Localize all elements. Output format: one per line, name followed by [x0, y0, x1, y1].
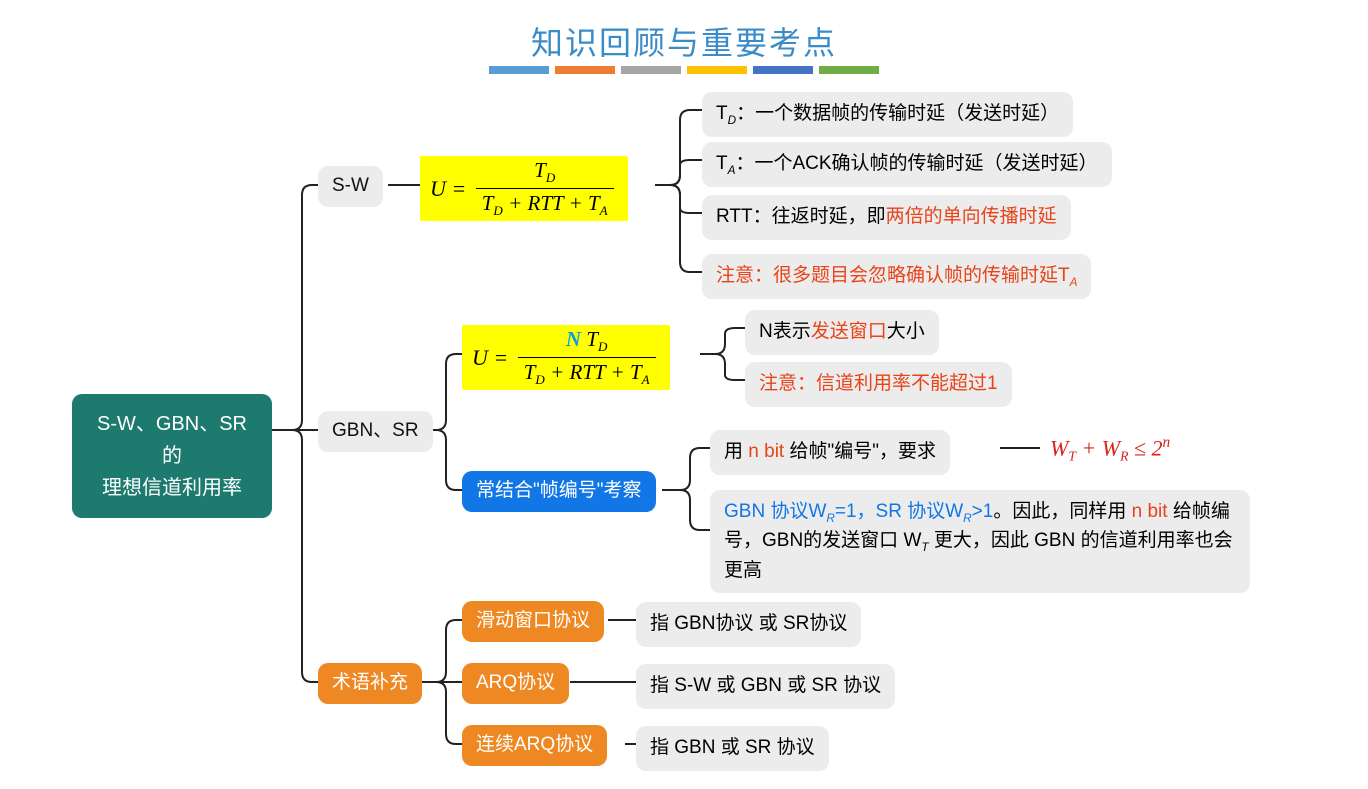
node-sw-label: S-W: [332, 172, 369, 201]
info-explain: GBN 协议WR=1，SR 协议WR>1。因此，同样用 n bit 给帧编号，G…: [710, 490, 1250, 593]
page-title: 知识回顾与重要考点: [0, 18, 1368, 64]
info-rtt-plain: RTT：往返时延，即: [716, 206, 886, 227]
info-arq: 指 S-W 或 GBN 或 SR 协议: [636, 664, 895, 709]
bar-5: [753, 66, 813, 74]
bar-1: [489, 66, 549, 74]
node-frame-label: 常结合"帧编号"考察: [476, 477, 642, 506]
node-gbnsr: GBN、SR: [318, 411, 433, 452]
bar-3: [621, 66, 681, 74]
exp-t1: 。因此，同样用: [993, 501, 1131, 522]
info-carq-text: 指 GBN 或 SR 协议: [650, 737, 815, 758]
node-sliding-label: 滑动窗口协议: [476, 607, 590, 636]
bar-4: [687, 66, 747, 74]
node-gbnsr-label: GBN、SR: [332, 417, 419, 446]
bar-2: [555, 66, 615, 74]
info-sw-note: 注意：很多题目会忽略确认帧的传输时延TA: [702, 254, 1091, 299]
node-arq: ARQ协议: [462, 663, 569, 704]
node-sliding: 滑动窗口协议: [462, 601, 604, 642]
root-node: S-W、GBN、SR 的 理想信道利用率: [72, 394, 272, 518]
info-n-t1: N表示: [759, 321, 811, 342]
info-sliding: 指 GBN协议 或 SR协议: [636, 602, 861, 647]
info-n-red: 发送窗口: [811, 321, 887, 342]
info-arq-text: 指 S-W 或 GBN 或 SR 协议: [650, 675, 881, 696]
info-frame-req: 用 n bit 给帧"编号"，要求: [710, 430, 950, 475]
node-terms: 术语补充: [318, 663, 422, 704]
formula-gbnsr: U = N TD TD + RTT + TA: [462, 325, 670, 390]
info-td: TD：一个数据帧的传输时延（发送时延）: [702, 92, 1073, 137]
title-text: 知识回顾与重要考点: [531, 25, 837, 61]
info-sliding-text: 指 GBN协议 或 SR协议: [650, 613, 847, 634]
req-t1: 用: [724, 441, 748, 462]
node-carq-label: 连续ARQ协议: [476, 731, 593, 760]
info-n-t2: 大小: [887, 321, 925, 342]
exp-red: n bit: [1132, 501, 1168, 522]
info-rtt: RTT：往返时延，即两倍的单向传播时延: [702, 195, 1071, 240]
inequality: WT + WR ≤ 2n: [1050, 434, 1170, 465]
info-sw-note-text: 注意：很多题目会忽略确认帧的传输时延T: [716, 265, 1070, 286]
info-carq: 指 GBN 或 SR 协议: [636, 726, 829, 771]
node-sw: S-W: [318, 166, 383, 207]
bar-6: [819, 66, 879, 74]
node-frame: 常结合"帧编号"考察: [462, 471, 656, 512]
req-red: n bit: [748, 441, 784, 462]
root-line2: 理想信道利用率: [94, 472, 250, 504]
node-carq: 连续ARQ协议: [462, 725, 607, 766]
root-line1: S-W、GBN、SR 的: [94, 408, 250, 472]
formula-sw: U = TD TD + RTT + TA: [420, 156, 628, 221]
node-arq-label: ARQ协议: [476, 669, 555, 698]
info-ta-text: ：一个ACK确认帧的传输时延（发送时延）: [735, 153, 1097, 174]
node-terms-label: 术语补充: [332, 669, 408, 698]
info-gbnsr-note-text: 注意：信道利用率不能超过1: [759, 373, 998, 394]
info-rtt-red: 两倍的单向传播时延: [886, 206, 1057, 227]
info-gbnsr-note: 注意：信道利用率不能超过1: [745, 362, 1012, 407]
info-td-text: ：一个数据帧的传输时延（发送时延）: [736, 103, 1059, 124]
req-t2: 给帧"编号"，要求: [784, 441, 936, 462]
info-ta: TA：一个ACK确认帧的传输时延（发送时延）: [702, 142, 1112, 187]
info-n: N表示发送窗口大小: [745, 310, 939, 355]
color-bar-strip: [489, 66, 879, 74]
